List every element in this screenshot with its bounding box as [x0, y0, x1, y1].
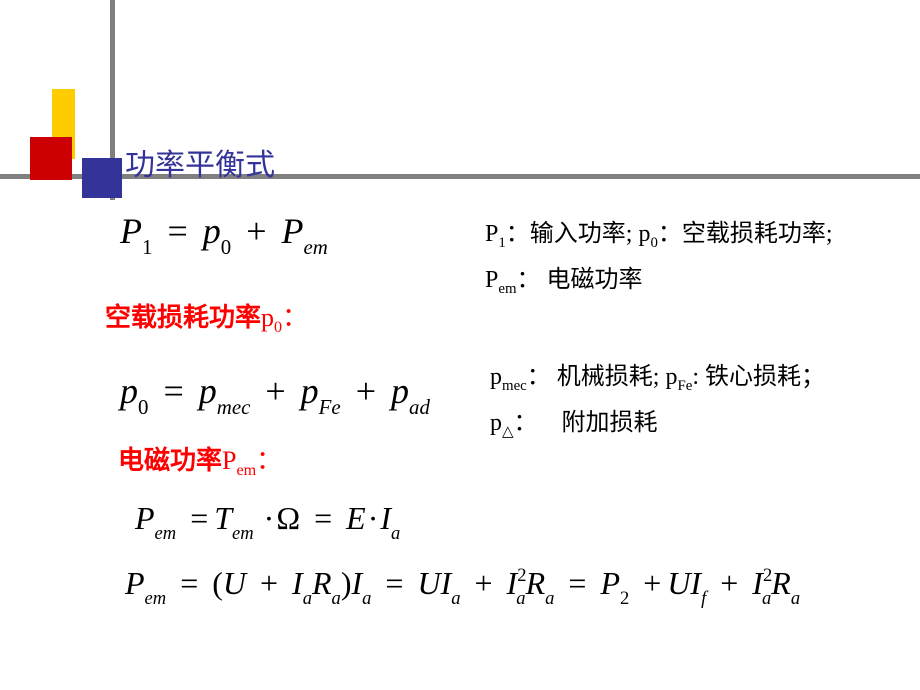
blue-block	[82, 158, 122, 198]
slide-title: 功率平衡式	[125, 140, 275, 184]
desc-p0: pmec： 机械损耗; pFe: 铁心损耗； p△： 附加损耗	[490, 355, 900, 446]
red-block	[30, 137, 72, 180]
equation-p0: p0 = pmec + pFe + pad	[120, 370, 430, 417]
label-no-load-loss: 空载损耗功率p0：	[105, 297, 308, 337]
equation-pem-expand: Pem = (U + IaRa)Ia = UIa + I2aRa = P2 +U…	[125, 565, 800, 607]
label-em-power: 电磁功率Pem：	[118, 440, 282, 480]
desc-p1: P1：输入功率; p0：空载损耗功率; Pem： 电磁功率	[485, 212, 895, 303]
equation-pem-torque: Pem =Tem ·Ω = E·Ia	[135, 500, 400, 542]
equation-p1: P1 = p0 + Pem	[120, 210, 328, 257]
